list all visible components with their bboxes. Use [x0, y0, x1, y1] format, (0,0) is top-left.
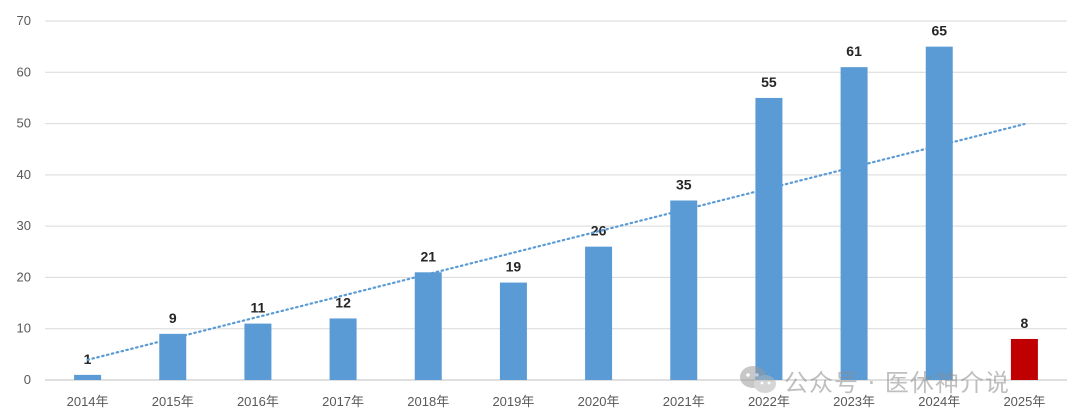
- x-tick-label: 2021年: [663, 394, 705, 409]
- x-tick-label: 2018年: [407, 394, 449, 409]
- x-tick-label: 2017年: [322, 394, 364, 409]
- x-tick-label: 2014年: [67, 394, 109, 409]
- bar: [925, 46, 953, 381]
- bar: [755, 97, 783, 380]
- data-label: 12: [335, 294, 351, 310]
- wechat-icon: [740, 366, 776, 393]
- data-label: 9: [169, 310, 177, 326]
- x-tick-label: 2020年: [578, 394, 620, 409]
- bar: [499, 282, 527, 380]
- data-label: 65: [931, 23, 947, 39]
- bar: [414, 272, 442, 380]
- bar: [329, 318, 357, 380]
- data-label: 21: [420, 248, 436, 264]
- bar: [74, 374, 102, 380]
- y-tick-label: 20: [17, 269, 31, 284]
- data-label: 55: [761, 74, 777, 90]
- x-tick-label: 2019年: [492, 394, 534, 409]
- data-label: 61: [846, 43, 862, 59]
- y-tick-label: 60: [17, 64, 31, 79]
- watermark: 公众号 · 医休神介说: [738, 362, 1010, 398]
- x-tick-label: 2016年: [237, 394, 279, 409]
- y-tick-label: 0: [24, 372, 31, 387]
- bar: [244, 323, 272, 380]
- x-tick-label: 2022年: [748, 394, 790, 409]
- y-tick-label: 10: [17, 321, 31, 336]
- data-label: 8: [1021, 315, 1029, 331]
- x-tick-label: 2025年: [1003, 394, 1045, 409]
- y-tick-label: 70: [17, 13, 31, 28]
- x-tick-label: 2023年: [833, 394, 875, 409]
- y-tick-label: 40: [17, 167, 31, 182]
- bar: [159, 333, 187, 380]
- y-tick-label: 50: [17, 116, 31, 131]
- data-label: 19: [506, 259, 522, 275]
- data-label: 35: [676, 177, 692, 193]
- bar: [1010, 338, 1038, 380]
- bar: [840, 67, 868, 381]
- y-tick-label: 30: [17, 218, 31, 233]
- trendline: [86, 122, 1026, 361]
- bar: [670, 200, 698, 380]
- x-tick-label: 2024年: [918, 394, 960, 409]
- bar: [585, 246, 613, 380]
- x-tick-label: 2015年: [152, 394, 194, 409]
- data-label: 11: [251, 300, 266, 316]
- watermark-text: 公众号 · 医休神介说: [784, 368, 1010, 397]
